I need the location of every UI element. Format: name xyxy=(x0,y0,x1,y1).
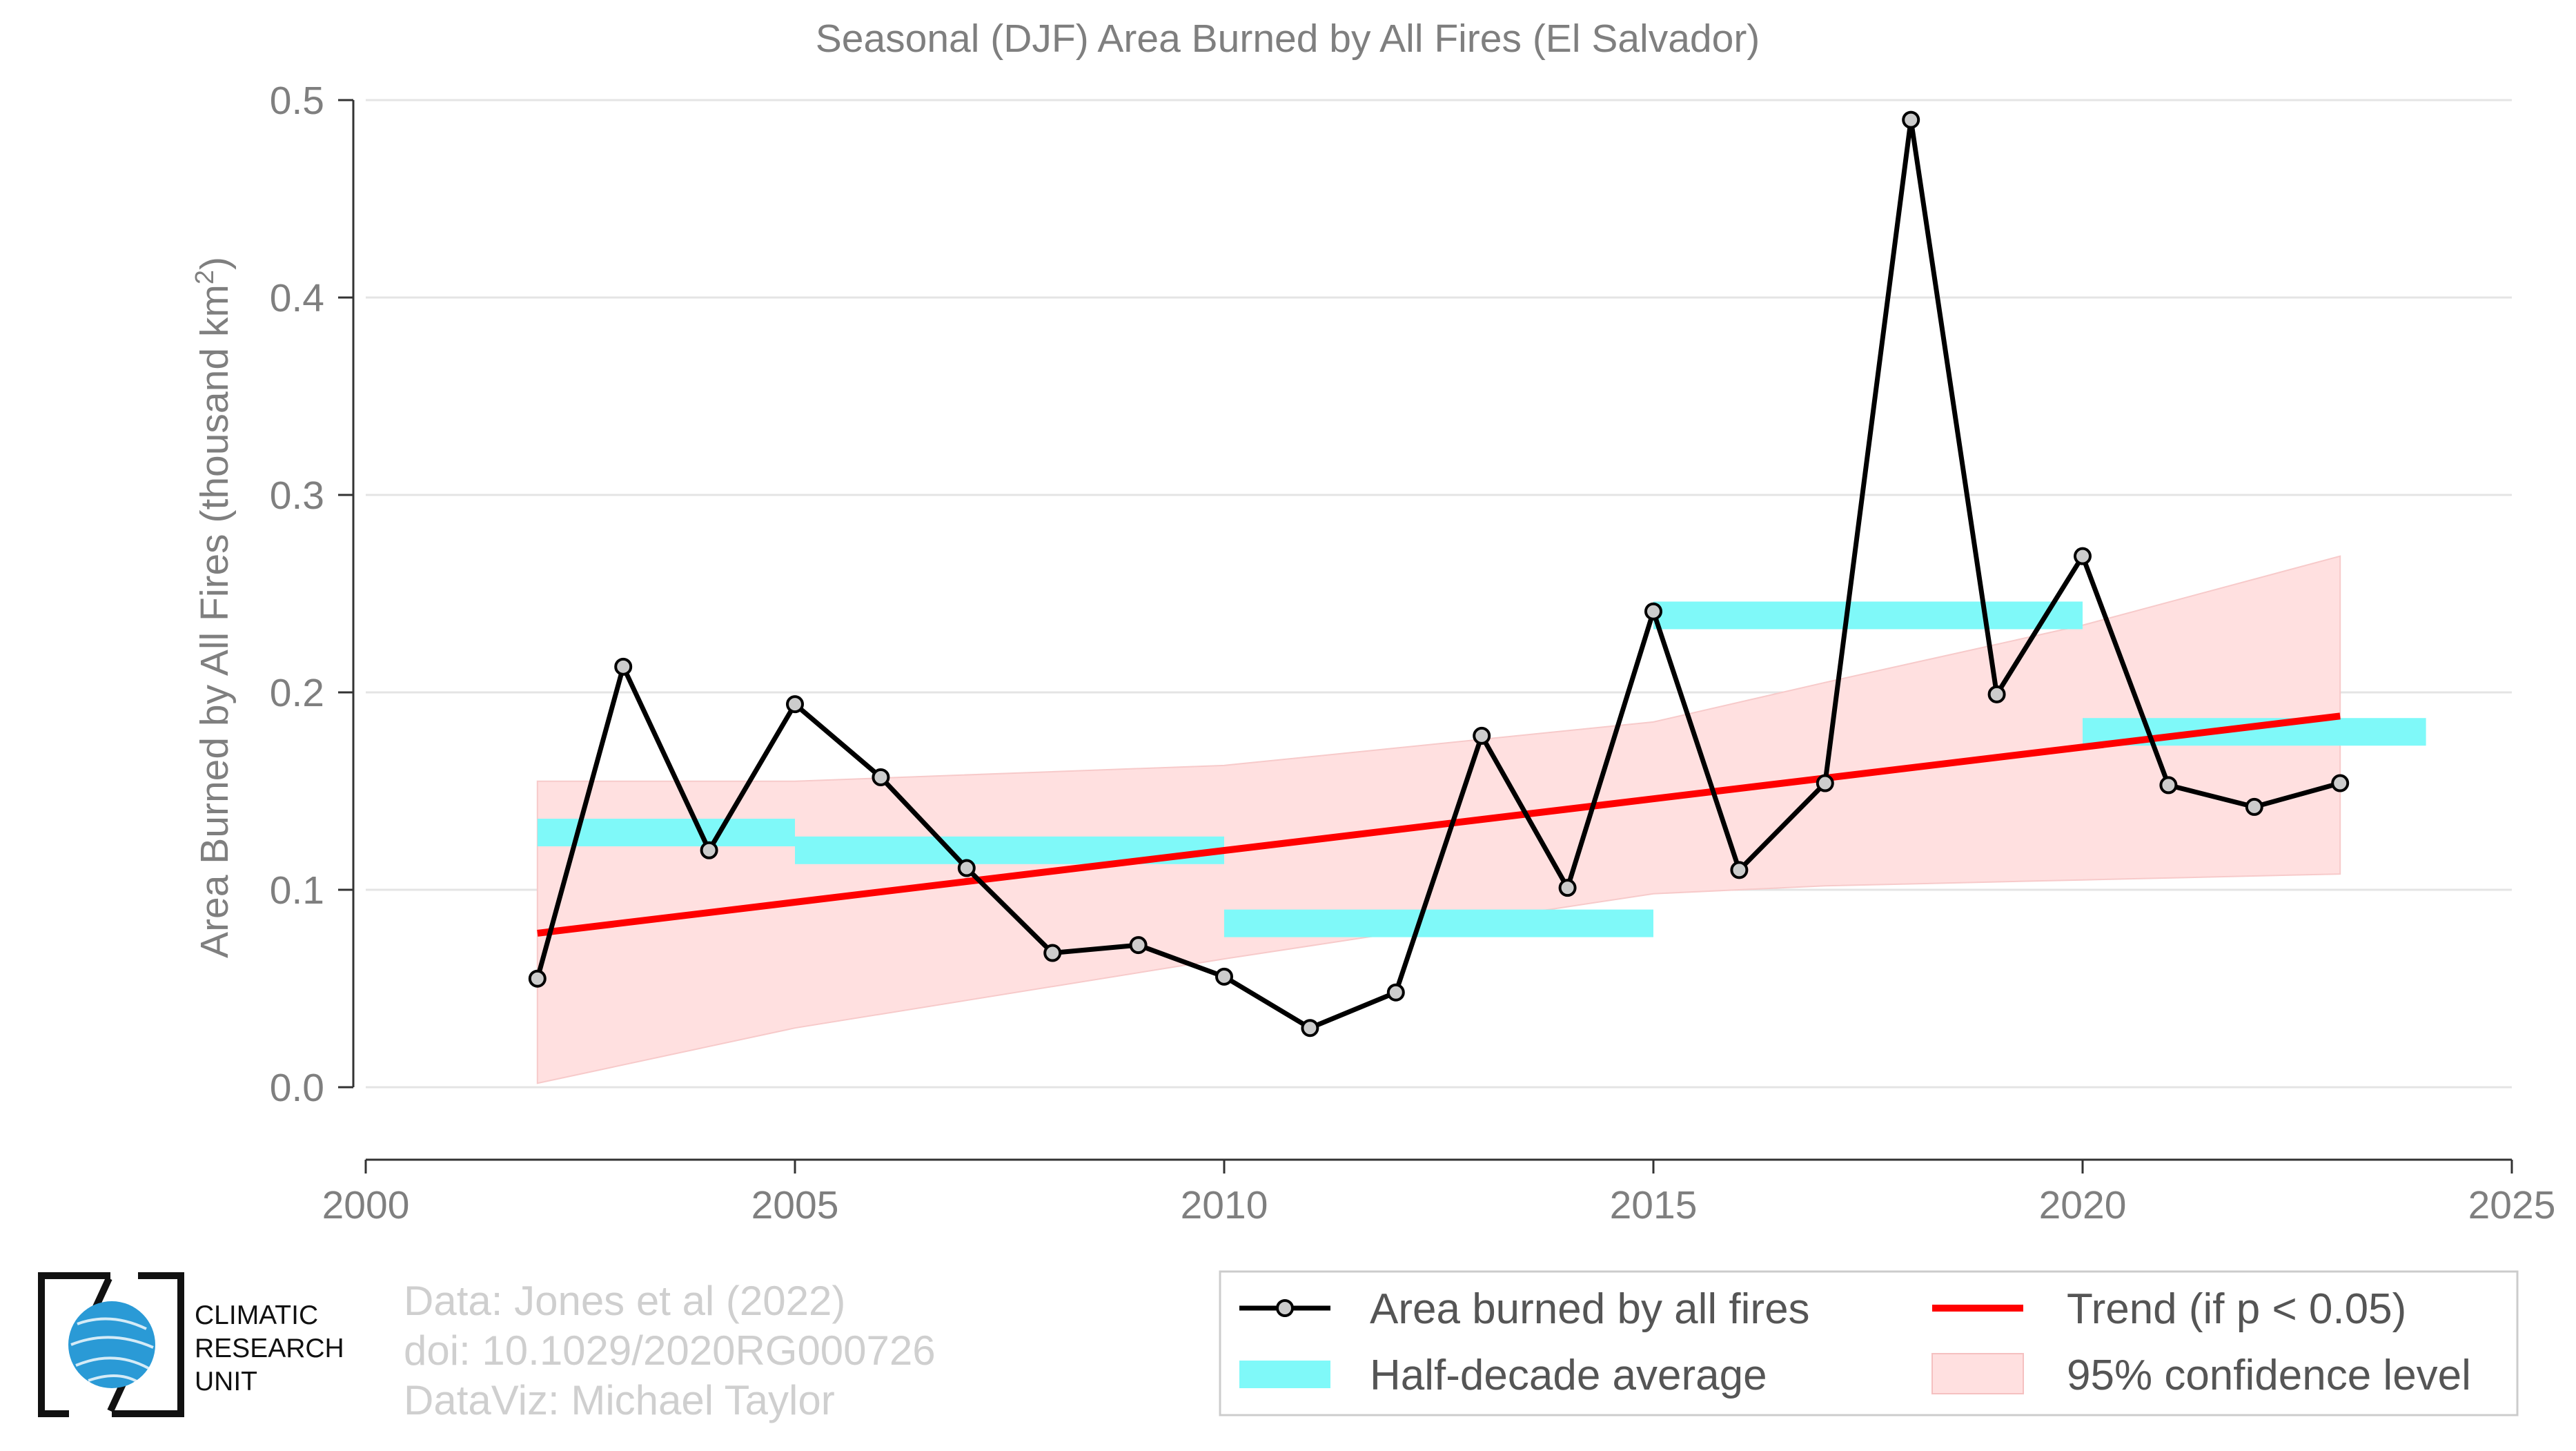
y-tick-label: 0.0 xyxy=(270,1066,324,1110)
half-decade-bars xyxy=(537,601,2426,937)
data-point xyxy=(786,695,804,714)
legend-label-confidence: 95% confidence level xyxy=(2067,1352,2471,1399)
credits: Data: Jones et al (2022) doi: 10.1029/20… xyxy=(404,1278,936,1423)
data-point xyxy=(700,841,718,859)
legend-label-trend: Trend (if p < 0.05) xyxy=(2067,1285,2406,1333)
credit-data: Data: Jones et al (2022) xyxy=(404,1278,845,1324)
legend: Area burned by all fires Half-decade ave… xyxy=(1219,1270,2519,1416)
data-point xyxy=(1301,1019,1319,1038)
globe-swirl-icon xyxy=(70,1317,154,1383)
cru-logo: CLIMATIC RESEARCH UNIT xyxy=(38,1272,344,1417)
data-point xyxy=(1558,879,1577,897)
data-point xyxy=(614,657,633,676)
legend-label-halfdecade: Half-decade average xyxy=(1370,1352,1767,1399)
credit-doi: doi: 10.1029/2020RG000726 xyxy=(404,1327,936,1374)
x-tick-label: 2000 xyxy=(322,1183,410,1227)
x-tick-label: 2025 xyxy=(2468,1183,2556,1227)
data-point xyxy=(1129,936,1148,955)
half-decade-bar xyxy=(1224,909,1653,937)
legend-box xyxy=(1219,1270,2519,1416)
data-point xyxy=(1473,726,1491,745)
data-point xyxy=(957,859,976,877)
y-tick-label: 0.5 xyxy=(270,79,324,123)
data-point xyxy=(2159,776,2178,795)
data-series xyxy=(528,110,2350,1038)
confidence-band xyxy=(536,555,2341,1084)
logo-frame xyxy=(38,1272,184,1417)
x-tick-label: 2020 xyxy=(2039,1183,2127,1227)
data-point xyxy=(2074,547,2092,565)
legend-label-series: Area burned by all fires xyxy=(1370,1285,1810,1333)
legend-confidence-swatch xyxy=(1931,1353,2024,1394)
data-point xyxy=(2245,797,2263,816)
data-point xyxy=(1386,983,1405,1002)
x-tick-label: 2010 xyxy=(1181,1183,1268,1227)
data-point xyxy=(1043,944,1062,962)
data-point xyxy=(1816,774,1834,792)
data-point xyxy=(1902,110,1920,129)
data-point xyxy=(1215,967,1233,986)
x-axis: 2000 2005 2010 2015 2020 2025 xyxy=(322,1158,2556,1227)
y-tick-label: 0.4 xyxy=(270,276,324,320)
y-tick-label: 0.2 xyxy=(270,671,324,715)
series-line xyxy=(535,117,2341,1031)
logo-line-1: CLIMATIC xyxy=(195,1301,318,1330)
y-axis-label: Area Burned by All Fires (thousand km2) xyxy=(190,257,237,958)
x-tick-label: 2005 xyxy=(751,1183,839,1227)
data-point xyxy=(1644,602,1662,621)
legend-marker-swatch xyxy=(1276,1299,1294,1317)
data-point xyxy=(2331,774,2350,792)
data-point xyxy=(528,969,547,988)
credit-dataviz: DataViz: Michael Taylor xyxy=(404,1377,835,1423)
logo-line-3: UNIT xyxy=(195,1367,257,1396)
y-tick-label: 0.1 xyxy=(270,868,324,913)
y-axis: 0.0 0.1 0.2 0.3 0.4 0.5 xyxy=(270,79,355,1110)
half-decade-bar xyxy=(1653,601,2083,630)
logo-line-2: RESEARCH xyxy=(195,1334,344,1363)
x-tick-label: 2015 xyxy=(1610,1183,1698,1227)
confidence-area xyxy=(536,555,2341,1084)
data-point xyxy=(872,768,890,786)
trend-line-mark xyxy=(537,712,2341,937)
y-tick-label: 0.3 xyxy=(270,474,324,518)
data-point xyxy=(1987,685,2006,703)
trend-line xyxy=(537,712,2341,937)
data-point xyxy=(1730,861,1749,879)
legend-halfdecade-swatch xyxy=(1239,1361,1330,1388)
chart-title: Seasonal (DJF) Area Burned by All Fires … xyxy=(816,17,1760,61)
